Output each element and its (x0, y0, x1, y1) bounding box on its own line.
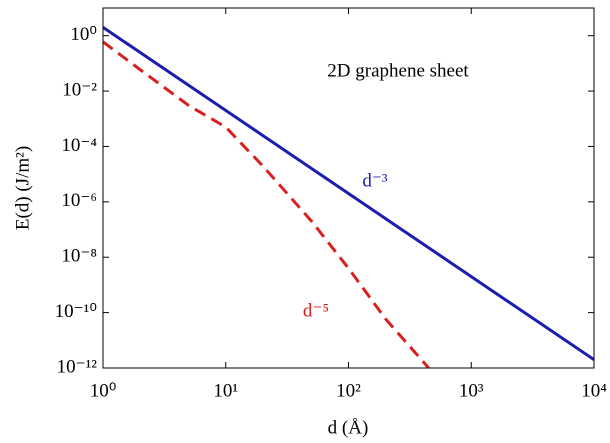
y-tick-label: 10⁻¹² (57, 356, 98, 377)
series-label: d⁻³ (362, 170, 388, 191)
x-tick-label: 10⁴ (581, 380, 607, 401)
y-tick-label: 10⁻⁸ (61, 246, 97, 267)
y-tick-label: 10⁻⁶ (61, 190, 97, 211)
x-axis-label: d (Å) (328, 417, 369, 438)
x-tick-label: 10³ (459, 380, 484, 401)
y-tick-label: 10⁻⁴ (61, 135, 97, 156)
y-tick-label: 10⁰ (70, 24, 97, 45)
annotation: 2D graphene sheet (327, 60, 469, 81)
x-tick-label: 10⁰ (90, 380, 117, 401)
series-line (103, 26, 594, 361)
x-tick-label: 10² (336, 380, 361, 401)
y-tick-label: 10⁻¹⁰ (55, 301, 97, 322)
plot-frame (102, 7, 595, 369)
y-tick-label: 10⁻² (62, 79, 97, 100)
series-line (103, 40, 430, 368)
series-label: d⁻⁵ (303, 300, 329, 321)
x-tick-label: 10¹ (213, 380, 238, 401)
y-axis-label: E(d) (J/m²) (12, 146, 33, 230)
